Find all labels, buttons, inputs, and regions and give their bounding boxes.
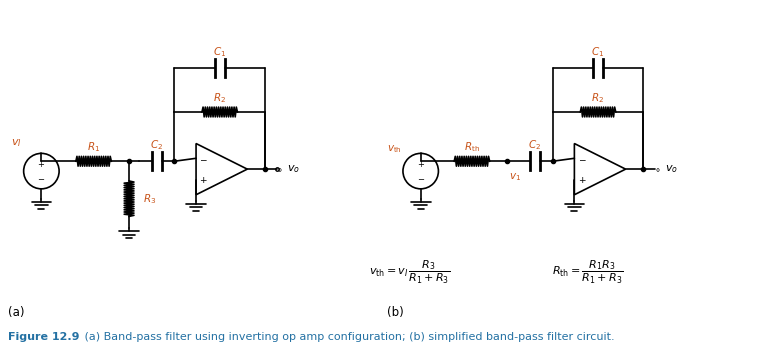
Text: $C_1$: $C_1$ xyxy=(591,45,605,59)
Text: $v_{\rm th}$: $v_{\rm th}$ xyxy=(387,143,402,155)
Text: $R_{\rm th}$: $R_{\rm th}$ xyxy=(464,141,480,155)
Text: $v_I$: $v_I$ xyxy=(11,138,22,150)
Text: $-$: $-$ xyxy=(417,173,424,182)
Text: $R_{\rm th} = \dfrac{R_1 R_3}{R_1+R_3}$: $R_{\rm th} = \dfrac{R_1 R_3}{R_1+R_3}$ xyxy=(552,259,623,286)
Text: $R_2$: $R_2$ xyxy=(213,91,226,105)
Text: $v_{\rm th} = v_I\,\dfrac{R_3}{R_1+R_3}$: $v_{\rm th} = v_I\,\dfrac{R_3}{R_1+R_3}$ xyxy=(369,259,450,286)
Text: $R_2$: $R_2$ xyxy=(591,91,605,105)
Text: Figure 12.9: Figure 12.9 xyxy=(8,331,80,341)
Text: $+$: $+$ xyxy=(199,175,208,185)
Text: $v_1$: $v_1$ xyxy=(509,171,522,183)
Text: $v_o$: $v_o$ xyxy=(665,163,678,175)
Text: $-$: $-$ xyxy=(199,154,208,163)
Text: $R_1$: $R_1$ xyxy=(87,141,100,155)
Text: (b): (b) xyxy=(387,306,404,319)
Text: $+$: $+$ xyxy=(37,159,45,169)
Text: (a) Band-pass filter using inverting op amp configuration; (b) simplified band-p: (a) Band-pass filter using inverting op … xyxy=(81,331,615,341)
Text: $C_1$: $C_1$ xyxy=(213,45,227,59)
Text: $C_2$: $C_2$ xyxy=(528,138,541,152)
Text: $+$: $+$ xyxy=(578,175,587,185)
Text: $\circ$: $\circ$ xyxy=(276,164,282,174)
Text: $v_o$: $v_o$ xyxy=(287,163,299,175)
Text: $R_3$: $R_3$ xyxy=(143,192,156,205)
Text: $C_2$: $C_2$ xyxy=(150,138,163,152)
Text: $-$: $-$ xyxy=(578,154,587,163)
Text: $-$: $-$ xyxy=(37,173,45,182)
Text: $+$: $+$ xyxy=(417,159,424,169)
Text: (a): (a) xyxy=(8,306,24,319)
Text: $\circ$: $\circ$ xyxy=(654,164,660,174)
